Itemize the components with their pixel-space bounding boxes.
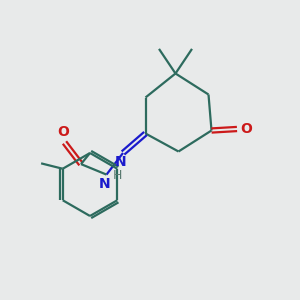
Text: H: H [113, 169, 122, 182]
Text: N: N [98, 177, 110, 191]
Text: O: O [57, 125, 69, 139]
Text: O: O [241, 122, 253, 136]
Text: N: N [115, 155, 126, 170]
